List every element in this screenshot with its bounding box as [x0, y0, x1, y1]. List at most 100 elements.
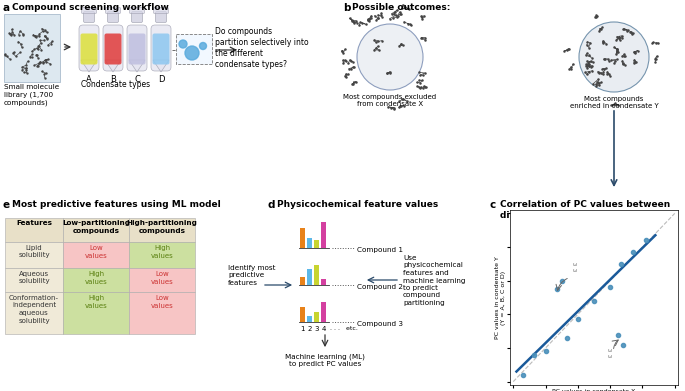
Text: Condensate types: Condensate types — [82, 80, 151, 89]
FancyBboxPatch shape — [105, 7, 121, 14]
Text: b: b — [343, 3, 351, 13]
Bar — [314, 265, 319, 285]
Text: 2: 2 — [308, 326, 312, 332]
Text: a: a — [3, 3, 10, 13]
Text: . . .   etc.: . . . etc. — [330, 326, 358, 331]
Point — [551, 286, 562, 292]
Y-axis label: PC values in condensate Y
(Y = A, B, C or D): PC values in condensate Y (Y = A, B, C o… — [495, 256, 506, 339]
Text: Compound 1: Compound 1 — [357, 247, 403, 253]
Text: Use
physicochemical
features and
machine learning
to predict
compound
partitioni: Use physicochemical features and machine… — [403, 255, 466, 306]
Point — [517, 372, 528, 378]
Bar — [63, 242, 129, 268]
Bar — [5, 268, 63, 292]
Point — [529, 352, 540, 358]
Bar — [129, 218, 195, 242]
Polygon shape — [129, 60, 145, 72]
Point — [640, 237, 651, 244]
Text: Conformation-
independent
aqueous
solubility: Conformation- independent aqueous solubi… — [9, 295, 59, 323]
Bar — [5, 242, 63, 268]
Polygon shape — [81, 60, 97, 72]
Text: Compound 2: Compound 2 — [357, 284, 403, 290]
FancyBboxPatch shape — [132, 11, 142, 23]
Text: Identify most
predictive
features: Identify most predictive features — [228, 265, 275, 286]
Text: Aqueous
solubility: Aqueous solubility — [18, 271, 50, 285]
FancyBboxPatch shape — [129, 34, 145, 65]
Text: Possible outcomes:: Possible outcomes: — [352, 3, 450, 12]
Bar — [321, 302, 327, 322]
Point — [613, 332, 624, 338]
X-axis label: PC values in condensate X
(X = A, B, C or D): PC values in condensate X (X = A, B, C o… — [552, 389, 636, 391]
Text: High
values: High values — [85, 295, 108, 308]
FancyBboxPatch shape — [155, 11, 166, 23]
FancyBboxPatch shape — [79, 25, 99, 71]
Text: High-partitioning
compounds: High-partitioning compounds — [127, 220, 197, 233]
Bar — [307, 269, 312, 285]
Bar — [307, 238, 312, 248]
Bar — [321, 222, 327, 248]
Text: c: c — [490, 200, 496, 210]
Text: Machine learning (ML)
to predict PC values: Machine learning (ML) to predict PC valu… — [285, 353, 365, 367]
Text: C: C — [134, 75, 140, 84]
Text: Compound 3: Compound 3 — [357, 321, 403, 327]
Text: e: e — [3, 200, 10, 210]
Point — [588, 298, 599, 304]
Text: d: d — [268, 200, 275, 210]
Polygon shape — [153, 60, 169, 72]
Polygon shape — [105, 60, 121, 72]
Text: Lipid
solubility: Lipid solubility — [18, 245, 50, 258]
Circle shape — [199, 43, 206, 50]
Text: Low
values: Low values — [151, 295, 173, 308]
FancyBboxPatch shape — [151, 25, 171, 71]
Text: Do compounds
partition selectively into
the different
condensate types?: Do compounds partition selectively into … — [215, 27, 309, 69]
Text: Low-partitioning
compounds: Low-partitioning compounds — [62, 220, 130, 233]
Text: Most compounds
enriched in condensate Y: Most compounds enriched in condensate Y — [570, 96, 658, 109]
FancyBboxPatch shape — [81, 34, 97, 65]
Text: Compound screening workflow: Compound screening workflow — [12, 3, 169, 12]
Text: Features: Features — [16, 220, 52, 226]
FancyBboxPatch shape — [105, 34, 121, 65]
Circle shape — [185, 46, 199, 60]
Point — [627, 249, 638, 255]
Text: Low
values: Low values — [85, 245, 108, 258]
FancyBboxPatch shape — [84, 11, 95, 23]
Text: Small molecule
library (1,700
compounds): Small molecule library (1,700 compounds) — [4, 84, 59, 106]
Point — [561, 335, 572, 341]
FancyBboxPatch shape — [153, 34, 169, 65]
Text: Most predictive features using ML model: Most predictive features using ML model — [12, 200, 221, 209]
Point — [573, 316, 584, 323]
Bar — [63, 218, 129, 242]
Text: 1: 1 — [301, 326, 305, 332]
Bar — [4, 14, 60, 82]
FancyBboxPatch shape — [82, 7, 97, 14]
Bar — [300, 228, 306, 248]
Text: 4: 4 — [321, 326, 326, 332]
Bar — [321, 279, 327, 285]
Text: A: A — [86, 75, 92, 84]
Text: Low
values: Low values — [151, 271, 173, 285]
Bar — [314, 312, 319, 322]
FancyBboxPatch shape — [108, 11, 119, 23]
Point — [616, 261, 627, 267]
Text: Physicochemical feature values: Physicochemical feature values — [277, 200, 438, 209]
Point — [618, 341, 629, 348]
Text: 3: 3 — [314, 326, 319, 332]
FancyBboxPatch shape — [129, 7, 145, 14]
Circle shape — [579, 22, 649, 92]
FancyBboxPatch shape — [153, 7, 169, 14]
Circle shape — [357, 24, 423, 90]
Point — [540, 348, 551, 355]
Point — [605, 284, 616, 291]
Bar — [314, 240, 319, 248]
FancyBboxPatch shape — [176, 34, 212, 64]
Text: Correlation of PC values between
different condensates: Correlation of PC values between differe… — [500, 200, 670, 220]
Bar — [63, 292, 129, 334]
Bar — [300, 277, 306, 285]
Bar — [63, 268, 129, 292]
Bar — [307, 316, 312, 322]
Text: High
values: High values — [85, 271, 108, 285]
Point — [556, 278, 567, 284]
FancyBboxPatch shape — [103, 25, 123, 71]
Bar — [129, 242, 195, 268]
Text: ω
ω: ω ω — [608, 348, 612, 359]
Bar — [300, 307, 306, 322]
